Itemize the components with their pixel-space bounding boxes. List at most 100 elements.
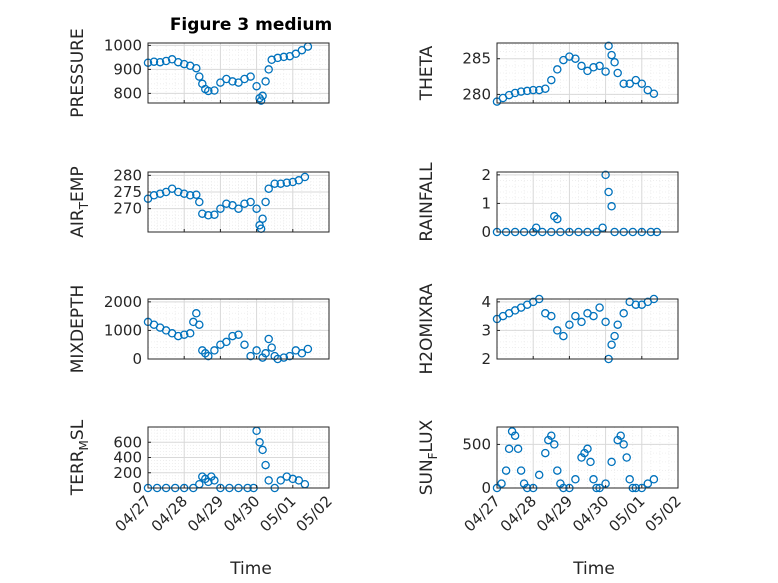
air-temp-point — [276, 179, 285, 188]
mixdepth-y-axis-label: MIXDEPTH — [68, 285, 88, 374]
theta-point — [553, 65, 562, 74]
h2omixra-point — [589, 311, 598, 321]
pressure-point — [234, 78, 243, 87]
subplot-pressure: 800 900 1000 PRESSURE — [68, 28, 330, 118]
terr-msl-x-tick-label: 04/29 — [184, 492, 227, 535]
sun-flux-point — [583, 444, 592, 454]
terr-msl-point — [276, 476, 285, 485]
sun-flux-point — [510, 431, 520, 440]
terr-msl-y-tick-label: 400 — [113, 449, 142, 467]
figure-title: Figure 3 medium — [170, 15, 332, 35]
air-temp-point — [264, 184, 273, 193]
sun-flux-point — [497, 479, 506, 488]
pressure-point — [252, 81, 261, 91]
pressure-point — [258, 91, 267, 101]
terr-msl-point — [294, 476, 304, 485]
pressure-point — [273, 53, 282, 63]
h2omixra-point — [631, 300, 641, 309]
mixdepth-point — [246, 351, 255, 361]
mixdepth-point — [185, 329, 195, 338]
h2omixra-point — [565, 320, 574, 329]
h2omixra-point — [595, 303, 604, 312]
pressure-y-axis-label: PRESSURE — [68, 28, 88, 117]
air-temp-point — [173, 187, 183, 197]
air-temp-point — [195, 197, 204, 207]
air-temp-point — [252, 204, 261, 213]
pressure-axes-box — [147, 42, 330, 104]
pressure-point — [267, 55, 276, 65]
terr-msl-y-tick-label: 0 — [132, 479, 142, 497]
rainfall-point — [601, 170, 610, 180]
mixdepth-point — [192, 309, 201, 318]
pressure-point — [195, 72, 204, 81]
pressure-point — [179, 59, 189, 69]
subplot-rainfall: 0 1 2 RAINFALL — [417, 162, 679, 242]
sun-flux-point — [643, 479, 653, 488]
pressure-y-tick-label: 1000 — [104, 36, 142, 54]
sun-flux-point — [534, 470, 544, 480]
sun-flux-point — [553, 466, 562, 475]
h2omixra-axes-box — [496, 298, 679, 360]
sun-flux-point — [619, 440, 628, 449]
h2omixra-point — [577, 317, 586, 327]
sun-flux-y-axis-label: SUNFLUX — [417, 419, 440, 495]
terr-msl-point — [288, 474, 298, 484]
h2omixra-point — [607, 340, 616, 349]
terr-msl-point — [261, 460, 270, 470]
mixdepth-y-tick-label: 0 — [132, 350, 142, 368]
mixdepth-point — [204, 351, 213, 361]
sun-flux-point — [622, 453, 631, 462]
h2omixra-point — [613, 320, 622, 329]
air-temp-point — [192, 190, 201, 199]
pressure-point — [228, 77, 237, 86]
pressure-point — [161, 56, 171, 66]
air-temp-point — [222, 199, 231, 208]
rainfall-point — [607, 202, 616, 211]
mixdepth-point — [228, 331, 237, 341]
mixdepth-point — [297, 349, 307, 358]
pressure-point — [204, 86, 213, 96]
terr-msl-x-tick-label: 04/28 — [148, 492, 191, 535]
rainfall-point — [531, 223, 541, 232]
air-temp-point — [270, 179, 279, 188]
pressure-point — [210, 86, 219, 95]
theta-y-tick-label: 285 — [462, 50, 491, 68]
pressure-point — [149, 57, 159, 66]
mixdepth-point — [264, 334, 273, 344]
h2omixra-point — [571, 311, 580, 321]
pressure-point — [261, 77, 270, 86]
theta-point — [595, 61, 604, 71]
sun-flux-point — [541, 448, 550, 458]
mixdepth-point — [252, 346, 261, 355]
sun-flux-point — [589, 475, 598, 484]
h2omixra-point — [553, 326, 562, 335]
theta-point — [649, 89, 659, 98]
terr-msl-point — [210, 476, 219, 485]
sun-flux-x-tick-label: 04/30 — [569, 492, 612, 535]
theta-point — [541, 84, 550, 93]
rainfall-point — [604, 187, 613, 197]
sun-flux-point — [513, 444, 523, 454]
theta-y-tick-label: 280 — [462, 85, 491, 103]
sun-flux-x-tick-label: 05/02 — [642, 492, 685, 535]
rainfall-y-tick-label: 1 — [481, 194, 491, 212]
sun-flux-point — [504, 444, 514, 454]
sun-flux-point — [501, 466, 511, 475]
h2omixra-point — [559, 331, 568, 341]
theta-point — [589, 63, 598, 72]
h2omixra-point — [601, 317, 610, 327]
mixdepth-point — [261, 349, 270, 358]
pressure-point — [216, 78, 225, 87]
air-temp-point — [246, 197, 255, 207]
terr-msl-y-axis-label: TERRMSL — [68, 419, 91, 496]
air-temp-point — [149, 191, 159, 200]
sun-flux-point — [616, 431, 625, 440]
theta-point — [528, 85, 538, 95]
pressure-y-tick-label: 800 — [113, 84, 142, 102]
sun-flux-y-tick-label: 500 — [462, 435, 491, 453]
theta-axes-box — [496, 42, 679, 104]
air-temp-point — [216, 204, 225, 213]
air-temp-point — [185, 191, 195, 200]
mixdepth-y-tick-label: 1000 — [104, 321, 142, 339]
